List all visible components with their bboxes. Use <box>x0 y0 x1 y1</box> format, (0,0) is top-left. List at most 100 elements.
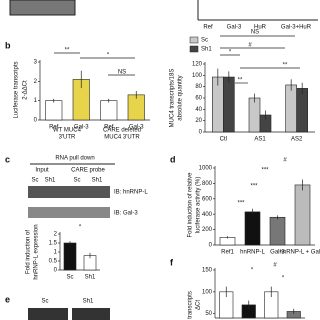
bar <box>294 184 311 246</box>
lane-label: Sh1 <box>92 178 103 184</box>
y-axis-label: MUC4 transcripts/18S <box>170 69 176 128</box>
significance: # <box>248 43 252 49</box>
header: RNA pull down <box>55 156 94 162</box>
y-tick-label: 0 <box>54 268 58 274</box>
y-tick-label: 120 <box>192 62 203 68</box>
group-label: MUC4 3'UTR <box>104 135 140 141</box>
x-tick-label: Ref1 <box>221 250 234 256</box>
blot <box>9 0 76 16</box>
significance: NS <box>118 70 126 76</box>
legend-label: Sh1 <box>201 47 212 53</box>
y-tick-label: 1 <box>34 98 38 104</box>
group-label: Input <box>35 168 49 174</box>
x-tick-label: AS2 <box>291 137 303 143</box>
y-tick-label: 40 <box>195 107 202 113</box>
group-label: 3'UTR <box>59 135 76 141</box>
group-label: CARE probe <box>71 168 105 174</box>
y-axis-label: transcripts <box>188 291 194 319</box>
lane-label: Sh1 <box>45 178 56 184</box>
significance: NS <box>251 30 259 36</box>
y-tick-label: 2 <box>34 79 38 85</box>
x-tick-label: Ref <box>104 125 114 131</box>
blot-label: IB: Gal-3 <box>114 211 138 217</box>
significance: *** <box>237 201 245 207</box>
x-tick-label: HuR <box>254 25 267 31</box>
panel-label: f <box>170 257 174 267</box>
y-tick-label: 0 <box>34 118 38 124</box>
blot <box>28 207 110 218</box>
significance: # <box>283 158 287 164</box>
significance: * <box>79 225 82 231</box>
significance: * <box>251 268 254 274</box>
y-tick-label: 60 <box>195 96 202 102</box>
x-tick-label: Sh1 <box>85 275 96 281</box>
y-axis-label: Fold induction of relative <box>188 172 194 238</box>
y-tick-label: 600 <box>202 196 213 202</box>
group-label: WT MUC4 <box>53 128 82 134</box>
lane-label: Sc <box>73 178 80 184</box>
legend-swatch <box>189 36 199 44</box>
x-tick-label: Ref <box>49 125 59 131</box>
significance: ** <box>283 63 288 69</box>
x-tick-label: Ctl <box>220 137 227 143</box>
x-tick-label: Ref <box>203 25 213 31</box>
y-tick-label: 1000 <box>199 166 213 172</box>
y-tick-label: 100 <box>202 289 213 295</box>
bar <box>269 216 286 246</box>
blot <box>28 308 68 320</box>
blot-label: IB: hnRNP-L <box>114 190 148 196</box>
lane-label: Sc <box>31 178 38 184</box>
bar <box>100 100 118 121</box>
bar <box>248 97 261 133</box>
y-axis-label: 2-ΔΔCt <box>23 80 29 100</box>
bar <box>296 88 308 133</box>
y-axis-label: ΔCt <box>196 300 202 310</box>
x-tick-label: Sc <box>66 275 73 281</box>
blot <box>72 308 110 320</box>
y-axis-label: Fold induction of <box>26 230 32 274</box>
significance: # <box>273 263 277 269</box>
x-tick-label: Gal-3 <box>74 125 89 131</box>
y-tick-label: 400 <box>202 212 213 218</box>
x-tick-label: Gal-3 <box>270 250 285 256</box>
x-tick-label: hnRNP-L <box>240 250 265 256</box>
legend-label: Sc <box>201 38 208 44</box>
bar <box>285 84 297 133</box>
significance: ** <box>238 78 243 84</box>
y-tick-label: 3 <box>34 60 38 66</box>
significance: *** <box>250 184 258 190</box>
legend-swatch <box>189 45 199 53</box>
y-tick-label: 800 <box>202 181 213 187</box>
bar <box>223 76 235 133</box>
panel-label: b <box>5 40 11 50</box>
significance: ** <box>65 48 70 54</box>
x-tick-label: hnRNP-L + Gal-3 <box>280 250 320 256</box>
y-tick-label: 50 <box>205 311 212 317</box>
y-axis-label: Luciferase transcripts <box>14 61 20 118</box>
y-tick-label: 2 <box>54 232 58 238</box>
bar <box>244 211 261 246</box>
panel-label: c <box>5 154 10 164</box>
bar <box>63 242 77 271</box>
y-tick-label: 0.5 <box>49 259 58 265</box>
panel-label: d <box>170 154 176 164</box>
y-tick-label: 20 <box>195 118 202 124</box>
x-tick-label: Gal-3 <box>227 25 242 31</box>
lane-label: Sc <box>41 299 48 305</box>
x-tick-label: AS1 <box>254 137 266 143</box>
y-tick-label: 0 <box>199 130 203 136</box>
y-tick-label: 150 <box>202 268 213 274</box>
significance: * <box>282 276 285 282</box>
y-axis-label: absolute quantity <box>178 75 184 120</box>
blot <box>28 186 110 198</box>
y-axis-label: luciferase activity (%) <box>196 177 202 234</box>
panel-label: e <box>5 294 10 304</box>
x-tick-label: Gal-3+HuR <box>281 25 312 31</box>
lane-label: Sh1 <box>83 299 94 305</box>
group-label: CARE deleted <box>103 128 141 134</box>
y-tick-label: 100 <box>192 73 203 79</box>
y-tick-label: 80 <box>195 84 202 90</box>
significance: *** <box>261 168 269 174</box>
